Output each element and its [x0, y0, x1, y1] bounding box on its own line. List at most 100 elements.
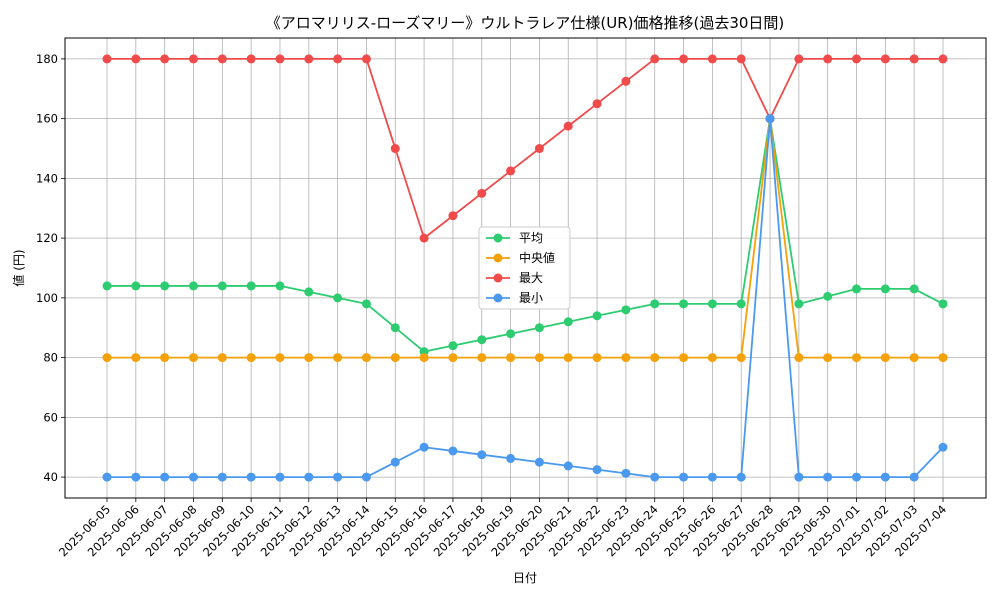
- data-point: [390, 323, 400, 333]
- data-point: [679, 299, 689, 309]
- data-point: [333, 54, 343, 64]
- data-point: [448, 341, 458, 351]
- data-point: [534, 353, 544, 363]
- data-point: [650, 54, 660, 64]
- series-group: [102, 54, 948, 482]
- data-point: [563, 121, 573, 131]
- data-point: [217, 281, 227, 291]
- data-point: [563, 317, 573, 327]
- data-point: [938, 353, 948, 363]
- data-point: [361, 54, 371, 64]
- data-point: [736, 353, 746, 363]
- data-point: [880, 284, 890, 294]
- legend-label: 平均: [519, 231, 543, 245]
- data-point: [794, 54, 804, 64]
- data-point: [707, 54, 717, 64]
- data-point: [361, 299, 371, 309]
- data-point: [736, 299, 746, 309]
- data-point: [679, 353, 689, 363]
- series-4: [102, 114, 948, 482]
- data-point: [880, 54, 890, 64]
- data-point: [217, 353, 227, 363]
- series-line: [107, 117, 944, 478]
- data-point: [188, 353, 198, 363]
- data-point: [217, 54, 227, 64]
- data-point: [419, 233, 429, 243]
- y-tick-label: 160: [36, 112, 58, 126]
- data-point: [160, 472, 170, 482]
- data-point: [909, 472, 919, 482]
- data-point: [621, 468, 631, 478]
- data-point: [477, 335, 487, 345]
- data-point: [448, 211, 458, 221]
- data-point: [419, 442, 429, 452]
- data-point: [938, 442, 948, 452]
- data-point: [650, 353, 660, 363]
- data-point: [333, 472, 343, 482]
- data-point: [131, 472, 141, 482]
- x-axis-label: 日付: [513, 571, 537, 585]
- data-point: [304, 287, 314, 297]
- data-point: [506, 166, 516, 176]
- plot-frame: [64, 37, 987, 499]
- data-point: [131, 353, 141, 363]
- data-point: [361, 472, 371, 482]
- data-point: [160, 54, 170, 64]
- data-point: [650, 472, 660, 482]
- legend-swatch-marker: [493, 233, 503, 243]
- data-point: [592, 99, 602, 109]
- data-point: [246, 353, 256, 363]
- legend-label: 最大: [519, 271, 543, 285]
- data-point: [563, 461, 573, 471]
- data-point: [275, 472, 285, 482]
- data-point: [534, 323, 544, 333]
- data-point: [909, 284, 919, 294]
- data-point: [736, 472, 746, 482]
- data-point: [102, 472, 112, 482]
- data-point: [102, 281, 112, 291]
- data-point: [823, 353, 833, 363]
- data-point: [390, 457, 400, 467]
- data-point: [275, 281, 285, 291]
- y-tick-label: 120: [36, 231, 58, 245]
- y-tick-label: 60: [43, 410, 58, 424]
- data-point: [621, 353, 631, 363]
- data-point: [160, 353, 170, 363]
- data-point: [592, 465, 602, 475]
- chart-title: 《アロマリリス-ローズマリー》ウルトラレア仕様(UR)価格推移(過去30日間): [266, 14, 785, 32]
- data-point: [448, 353, 458, 363]
- data-point: [852, 472, 862, 482]
- data-point: [852, 284, 862, 294]
- data-point: [765, 114, 775, 124]
- data-point: [621, 305, 631, 315]
- data-point: [707, 299, 717, 309]
- data-point: [275, 54, 285, 64]
- data-point: [304, 472, 314, 482]
- data-point: [563, 353, 573, 363]
- data-point: [333, 353, 343, 363]
- data-point: [909, 353, 919, 363]
- data-point: [188, 472, 198, 482]
- series-line: [107, 58, 943, 240]
- legend-box: [478, 226, 571, 310]
- data-point: [938, 299, 948, 309]
- data-point: [102, 353, 112, 363]
- data-point: [506, 329, 516, 339]
- data-point: [217, 472, 227, 482]
- data-point: [736, 54, 746, 64]
- data-point: [823, 472, 833, 482]
- y-tick-label: 80: [43, 351, 58, 365]
- data-point: [823, 54, 833, 64]
- data-point: [880, 353, 890, 363]
- data-point: [160, 281, 170, 291]
- data-point: [852, 353, 862, 363]
- data-point: [823, 291, 833, 301]
- legend-label: 最小: [519, 291, 543, 305]
- data-point: [477, 353, 487, 363]
- series-2: [102, 114, 948, 363]
- data-point: [592, 311, 602, 321]
- data-point: [621, 76, 631, 86]
- series-line: [107, 117, 943, 359]
